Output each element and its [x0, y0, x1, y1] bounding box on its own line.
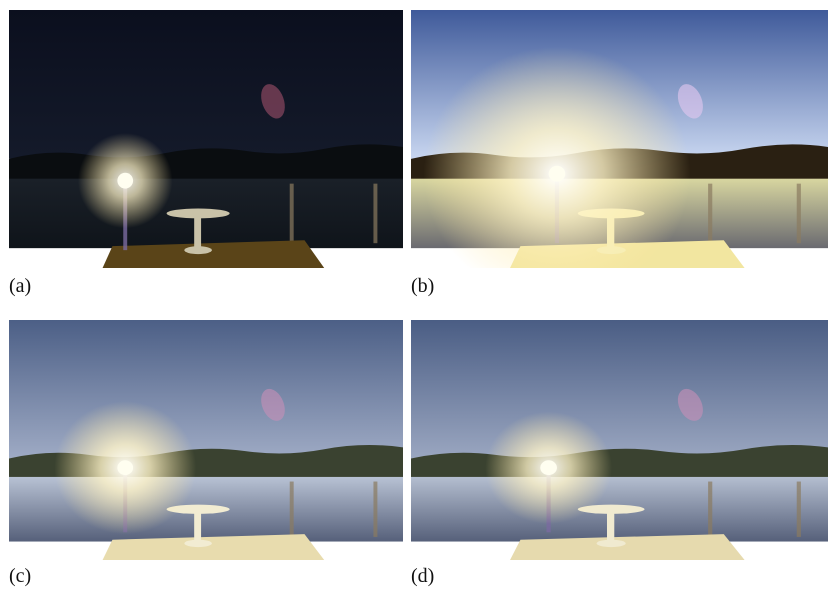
photo — [411, 10, 828, 301]
railing-post — [290, 184, 294, 244]
panel-label: (d) — [411, 565, 434, 587]
photo — [9, 10, 403, 268]
table-leg — [194, 216, 201, 248]
railing-post — [797, 184, 801, 244]
table-foot — [184, 540, 212, 547]
table-leg — [194, 512, 201, 542]
panel-label: (a) — [9, 275, 31, 297]
railing-post — [373, 184, 377, 244]
photo — [9, 320, 403, 560]
railing-post — [290, 482, 294, 537]
lamp — [117, 173, 133, 189]
panel-label: (c) — [9, 565, 31, 587]
table-foot — [597, 540, 626, 547]
lamp — [117, 460, 133, 475]
panel-label: (b) — [411, 275, 434, 297]
railing-post — [373, 482, 377, 537]
figure-canvas: (a) (b) (c) (d) — [0, 0, 835, 591]
railing-post — [708, 184, 712, 244]
railing-post — [797, 482, 801, 537]
sky — [9, 10, 403, 159]
lamp — [540, 460, 557, 475]
sky — [411, 320, 828, 458]
table-leg — [607, 512, 614, 542]
railing-post — [708, 482, 712, 537]
photo — [411, 320, 828, 560]
figure: (a) (b) (c) (d) — [0, 0, 835, 591]
lamp — [549, 166, 566, 182]
table-foot — [184, 246, 212, 254]
